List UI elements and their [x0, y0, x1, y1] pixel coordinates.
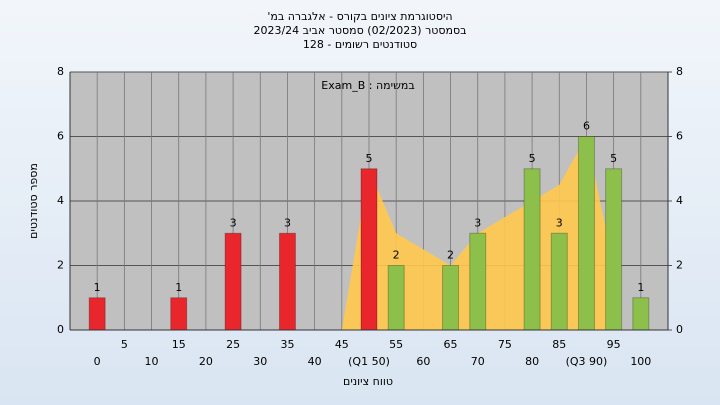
annotation: במשימה : Exam_B: [321, 79, 414, 92]
data-label: 3: [556, 216, 563, 229]
bar: [469, 232, 487, 331]
y-tick-label: 2: [57, 259, 64, 272]
bar: [387, 265, 405, 331]
y-tick-label: 0: [57, 323, 64, 336]
y2-tick-label: 2: [676, 259, 683, 272]
data-label: 3: [230, 216, 237, 229]
x-tick-label: 0: [94, 355, 101, 368]
data-label: 1: [637, 281, 644, 294]
x-tick-label: 95: [607, 338, 621, 351]
data-label: 3: [284, 216, 291, 229]
x-tick-label: 20: [199, 355, 213, 368]
chart-subtitle: בסמסטר (02/2023) סמסטר אביב 2023/24: [253, 24, 466, 37]
x-tick-label: 75: [498, 338, 512, 351]
data-label: 5: [529, 152, 536, 165]
y-tick-label: 6: [57, 130, 64, 143]
bar: [523, 168, 541, 331]
x-tick-label: 10: [145, 355, 159, 368]
bar: [632, 297, 650, 331]
x-tick-label: 80: [525, 355, 539, 368]
data-label: 3: [474, 216, 481, 229]
data-label: 5: [366, 152, 373, 165]
x-tick-label: 30: [253, 355, 267, 368]
y2-tick-label: 4: [676, 194, 683, 207]
x-tick-label: 40: [308, 355, 322, 368]
data-label: 2: [447, 249, 454, 262]
x-tick-label: 55: [389, 338, 403, 351]
x-tick-label: 70: [471, 355, 485, 368]
y2-tick-label: 6: [676, 130, 683, 143]
y-axis-title: מספר סטודנטים: [27, 163, 40, 239]
bar: [550, 232, 568, 331]
x-tick-label: 45: [335, 338, 349, 351]
bar: [577, 136, 595, 331]
x-tick-label: 35: [280, 338, 294, 351]
bar: [605, 168, 623, 331]
data-label: 2: [393, 249, 400, 262]
bar: [224, 232, 242, 331]
y2-tick-label: 0: [676, 323, 683, 336]
y-tick-label: 8: [57, 65, 64, 78]
x-tick-label: 100: [630, 355, 651, 368]
chart-subtitle: סטודנטים רשומים - 128: [303, 38, 417, 51]
chart-title: היסטוגרמת ציונים בקורס - אלגברה במ': [267, 10, 452, 23]
data-label: 1: [94, 281, 101, 294]
x-tick-label: 60: [416, 355, 430, 368]
bar: [88, 297, 106, 331]
x-tick-label: 15: [172, 338, 186, 351]
data-label: 6: [583, 120, 590, 133]
bar: [360, 168, 378, 331]
data-label: 1: [175, 281, 182, 294]
x-tick-label: 65: [444, 338, 458, 351]
x-tick-label: 5: [121, 338, 128, 351]
x-axis-title: טווח ציונים: [343, 375, 393, 388]
y-tick-label: 4: [57, 194, 64, 207]
bar: [278, 232, 296, 331]
bar: [170, 297, 188, 331]
x-tick-label: (Q3 90): [566, 355, 608, 368]
x-tick-label: 25: [226, 338, 240, 351]
y2-tick-label: 8: [676, 65, 683, 78]
x-tick-label: (Q1 50): [348, 355, 390, 368]
data-label: 5: [610, 152, 617, 165]
x-tick-label: 85: [552, 338, 566, 351]
bar: [442, 265, 460, 331]
